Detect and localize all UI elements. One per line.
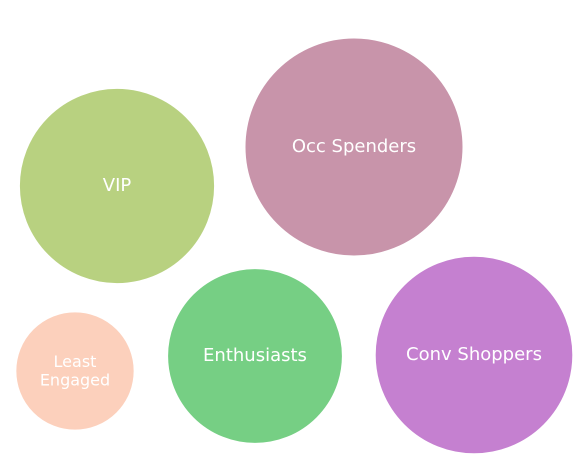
bubble-label-line: Least (54, 352, 97, 371)
bubble-least-engaged (16, 312, 134, 430)
bubble-vip (19, 88, 215, 284)
bubble-label-vip: VIP (103, 175, 132, 196)
bubbles-group: Occ Spenders VIP Conv Shoppers Enthusiasts L… (16, 38, 573, 454)
bubble-label-conv-shoppers: Conv Shoppers (406, 344, 542, 365)
bubble-label-line: Engaged (40, 370, 110, 389)
bubble-label-least-engaged: Least Engaged (40, 352, 110, 389)
bubble-label-occ-spenders: Occ Spenders (292, 136, 416, 157)
bubble-enthusiasts (168, 269, 342, 443)
bubble-occ-spenders (245, 38, 463, 256)
bubble-conv-shoppers (375, 256, 573, 454)
bubble-label-enthusiasts: Enthusiasts (203, 345, 307, 366)
